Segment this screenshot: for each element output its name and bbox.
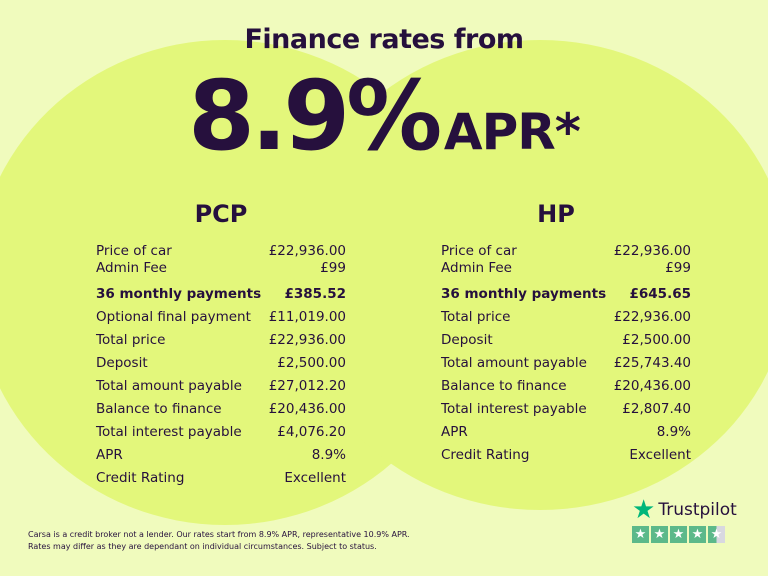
star-icon: ★ [689,526,706,543]
table-row: Balance to finance £20,436.00 [96,398,346,421]
row-label: Total price [96,332,166,348]
row-value: £22,936.00 [613,309,691,325]
row-value: 8.9% [311,447,346,463]
row-label: Deposit [441,332,493,348]
row-value: £20,436.00 [268,401,346,417]
row-label: Price of car [96,243,172,259]
row-value: £22,936.00 [268,243,346,259]
table-row: Credit Rating Excellent [96,467,346,490]
row-label: Total amount payable [441,355,587,371]
half-star-icon: ★ [708,526,725,543]
rate-headline: 8.9% APR* [0,60,768,172]
table-row: Price of car £22,936.00 [96,243,346,260]
row-value: £20,436.00 [613,378,691,394]
table-row: Deposit £2,500.00 [441,329,691,352]
disclaimer-line: Carsa is a credit broker not a lender. O… [28,530,410,539]
row-label: 36 monthly payments [441,286,607,302]
row-value: £645.65 [629,286,692,302]
star-icon: ★ [670,526,687,543]
row-label: APR [96,447,123,463]
hp-title: HP [537,200,575,228]
headline: Finance rates from [244,24,524,55]
row-label: 36 monthly payments [96,286,262,302]
table-row: Total interest payable £4,076.20 [96,421,346,444]
table-row: Price of car £22,936.00 [441,243,691,260]
disclaimer: Carsa is a credit broker not a lender. O… [28,529,428,553]
row-value: £385.52 [284,286,347,302]
row-value: £4,076.20 [277,424,346,440]
table-row: Deposit £2,500.00 [96,352,346,375]
row-value: 8.9% [656,424,691,440]
rate-value: 8.9% [188,60,442,172]
row-value: £22,936.00 [613,243,691,259]
table-row: APR 8.9% [441,421,691,444]
row-value: £27,012.20 [268,378,346,394]
disclaimer-line: Rates may differ as they are dependant o… [28,542,377,551]
hp-table: Price of car £22,936.00 Admin Fee £99 36 mon… [441,243,691,467]
table-row: 36 monthly payments £645.65 [441,283,691,306]
row-label: Credit Rating [441,447,530,463]
row-label: Total interest payable [441,401,587,417]
star-icon: ★ [632,526,649,543]
row-label: APR [441,424,468,440]
table-row: Total interest payable £2,807.40 [441,398,691,421]
row-label: Deposit [96,355,148,371]
table-row: Optional final payment £11,019.00 [96,306,346,329]
row-label: Total interest payable [96,424,242,440]
row-label: Admin Fee [96,260,167,276]
table-row: Balance to finance £20,436.00 [441,375,691,398]
table-row: Total price £22,936.00 [441,306,691,329]
row-value: Excellent [284,470,346,486]
background-circle-right [290,40,768,510]
trustpilot-rating-stars: ★ ★ ★ ★ ★ [632,526,737,543]
row-label: Price of car [441,243,517,259]
trustpilot-star-icon: ★ [632,495,656,525]
table-row: APR 8.9% [96,444,346,467]
row-label: Optional final payment [96,309,251,325]
trustpilot-badge[interactable]: ★ Trustpilot ★ ★ ★ ★ ★ [632,495,737,543]
trustpilot-name: Trustpilot [658,500,737,520]
row-label: Admin Fee [441,260,512,276]
row-value: £22,936.00 [268,332,346,348]
rate-suffix: APR* [443,103,581,161]
star-icon: ★ [651,526,668,543]
row-value: £2,500.00 [277,355,346,371]
row-label: Balance to finance [96,401,222,417]
table-row: 36 monthly payments £385.52 [96,283,346,306]
row-label: Total price [441,309,511,325]
row-value: £25,743.40 [613,355,691,371]
row-value: Excellent [629,447,691,463]
table-row: Admin Fee £99 [441,260,691,277]
row-value: £99 [320,260,346,276]
pcp-table: Price of car £22,936.00 Admin Fee £99 36 mon… [96,243,346,490]
row-value: £99 [665,260,691,276]
pcp-title: PCP [194,200,248,228]
row-label: Credit Rating [96,470,185,486]
table-row: Credit Rating Excellent [441,444,691,467]
row-label: Balance to finance [441,378,567,394]
table-row: Total amount payable £25,743.40 [441,352,691,375]
table-row: Total amount payable £27,012.20 [96,375,346,398]
row-value: £11,019.00 [268,309,346,325]
table-row: Admin Fee £99 [96,260,346,277]
row-value: £2,500.00 [622,332,691,348]
table-row: Total price £22,936.00 [96,329,346,352]
row-label: Total amount payable [96,378,242,394]
row-value: £2,807.40 [622,401,691,417]
